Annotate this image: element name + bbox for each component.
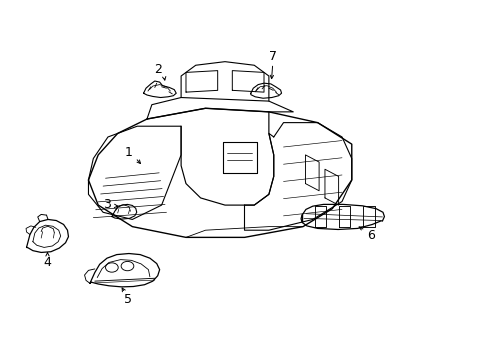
- Text: 6: 6: [366, 229, 374, 242]
- Text: 1: 1: [124, 145, 132, 158]
- Text: 3: 3: [103, 198, 111, 211]
- Text: 2: 2: [153, 63, 162, 76]
- Text: 4: 4: [43, 256, 51, 269]
- Text: 7: 7: [268, 50, 276, 63]
- Text: 5: 5: [124, 293, 132, 306]
